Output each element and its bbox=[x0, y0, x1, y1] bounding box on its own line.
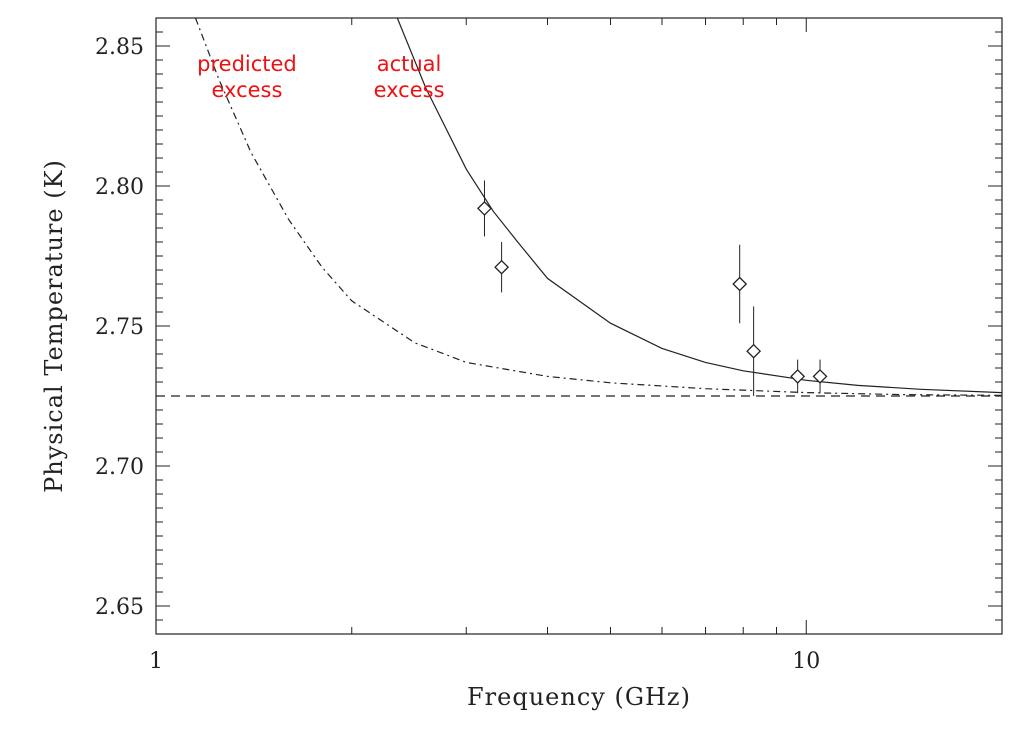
data-point-marker bbox=[494, 259, 510, 275]
annotation-0: predicted excess bbox=[197, 52, 297, 102]
plot-frame bbox=[155, 17, 1003, 635]
data-point-marker bbox=[477, 200, 492, 216]
annotation-1: actual excess bbox=[374, 52, 445, 102]
y-tick-label: 2.75 bbox=[95, 315, 144, 340]
y-tick-label: 2.85 bbox=[95, 35, 144, 60]
y-tick-label: 2.70 bbox=[95, 455, 144, 480]
points-layer bbox=[477, 180, 828, 396]
x-axis-label: Frequency (GHz) bbox=[467, 683, 691, 711]
data-point-marker bbox=[732, 276, 748, 292]
x-tick-label: 10 bbox=[792, 649, 820, 674]
predicted-excess-curve bbox=[194, 17, 1003, 396]
curves-layer bbox=[194, 17, 1003, 396]
x-tick-label: 1 bbox=[149, 649, 163, 674]
y-tick-label: 2.65 bbox=[95, 595, 144, 620]
tick-labels: 2.65 2.70 2.75 2.80 2.85 1 10 bbox=[95, 35, 820, 674]
y-axis-label: Physical Temperature (K) bbox=[40, 159, 68, 493]
annotation-line: excess bbox=[374, 78, 445, 102]
annotation-line: actual bbox=[377, 52, 442, 76]
axis-ticks bbox=[155, 17, 1003, 635]
data-point-marker bbox=[746, 343, 762, 359]
annotation-line: predicted bbox=[197, 52, 297, 76]
y-tick-label: 2.80 bbox=[95, 175, 144, 200]
actual-excess-curve bbox=[396, 17, 1003, 394]
annotation-line: excess bbox=[211, 78, 282, 102]
data-point-marker bbox=[812, 368, 828, 384]
data-point-marker bbox=[790, 368, 806, 384]
